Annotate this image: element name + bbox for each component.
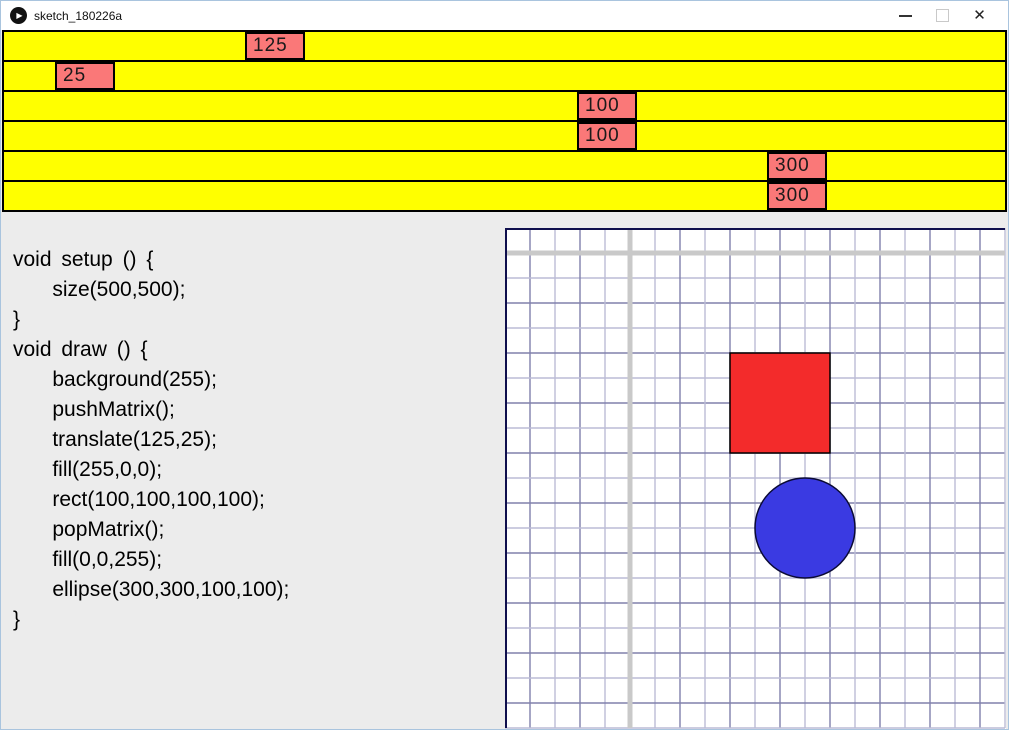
maximize-button[interactable] [924,1,961,30]
code-line: size(500,500); [13,278,186,301]
processing-play-icon: ▶ [10,7,27,24]
code-line: void setup () { [13,248,154,271]
close-icon: ✕ [973,7,986,24]
slider-value: 300 [775,155,810,176]
code-line: } [13,308,21,331]
slider-handle[interactable]: 300 [767,182,827,210]
code-line: background(255); [13,368,217,391]
window-title: sketch_180226a [34,8,123,23]
code-line: fill(255,0,0); [13,458,163,481]
slider-track[interactable]: 300 [2,180,1007,212]
slider-track[interactable]: 100 [2,120,1007,150]
slider-handle[interactable]: 100 [577,122,637,150]
slider-handle[interactable]: 25 [55,62,115,90]
slider-value: 100 [585,95,620,116]
window-controls: ✕ [887,1,998,30]
code-line: popMatrix(); [13,518,165,541]
title-bar: ▶ sketch_180226a ✕ [1,1,1008,30]
slider-track[interactable]: 300 [2,150,1007,180]
code-listing: void setup () { size(500,500);} void draw… [13,245,289,635]
slider-value: 100 [585,125,620,146]
code-line: pushMatrix(); [13,398,175,421]
slider-track[interactable]: 125 [2,30,1007,60]
sketch-canvas [505,228,1006,729]
slider-value: 300 [775,185,810,206]
code-line: rect(100,100,100,100); [13,488,265,511]
slider-handle[interactable]: 125 [245,32,305,60]
blue-circle [754,477,856,579]
slider-handle[interactable]: 100 [577,92,637,120]
slider-value: 125 [253,35,288,56]
slider-handle[interactable]: 300 [767,152,827,180]
code-line: ellipse(300,300,100,100); [13,578,290,601]
minimize-button[interactable] [887,1,924,30]
code-line: } [13,608,21,631]
code-line: translate(125,25); [13,428,217,451]
play-glyph: ▶ [16,10,23,20]
minimize-icon [899,14,912,17]
slider-value: 25 [63,65,87,86]
maximize-icon [936,9,949,22]
close-button[interactable]: ✕ [961,1,998,30]
slider-track[interactable]: 25 [2,60,1007,90]
red-square [729,352,831,454]
code-line: void draw () { [13,338,148,361]
sketch-canvas-svg [505,228,1006,729]
code-line: fill(0,0,255); [13,548,163,571]
slider-panel: 125 25 100 100 300 300 [2,30,1007,212]
slider-track[interactable]: 100 [2,90,1007,120]
